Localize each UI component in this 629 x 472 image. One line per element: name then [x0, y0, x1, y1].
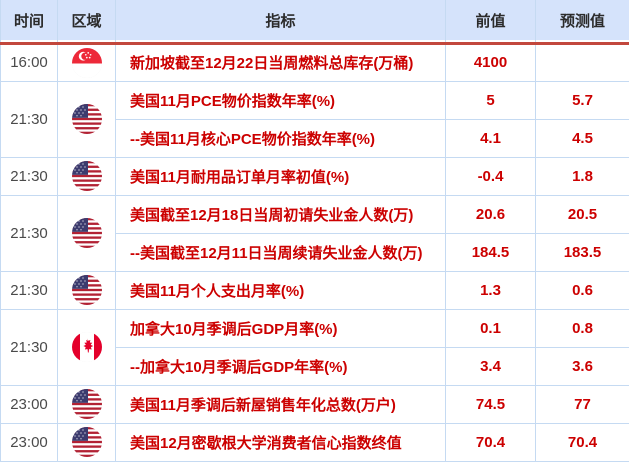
indicator-cell: 新加坡截至12月22日当周燃料总库存(万桶) — [115, 42, 446, 82]
indicator-cell: --美国11月核心PCE物价指数年率(%) — [115, 118, 446, 158]
united-states-flag-icon — [71, 275, 102, 305]
region-cell — [57, 270, 116, 310]
united-states-flag-icon — [71, 427, 102, 457]
calendar-table-body: 16:00 新加坡截至12月22日当周燃料总库存(万桶) 4100 21:30 美国11… — [0, 42, 629, 462]
united-states-flag-icon — [71, 218, 102, 248]
column-header-forecast: 预测值 — [535, 0, 629, 45]
economic-calendar-table: 时间 区域 指标 前值 预测值 16:00 新加坡截至12月22日当周燃料总库存(… — [0, 0, 629, 462]
table-row: 21:30 加拿大10月季调后GDP月率(%) 0.1 0.8 — [0, 308, 629, 386]
previous-value-cell: 20.6 — [445, 194, 536, 234]
previous-value-cell: 5 — [445, 80, 536, 120]
previous-value-cell: 74.5 — [445, 384, 536, 424]
united-states-flag-icon — [71, 389, 102, 419]
previous-value-cell: 1.3 — [445, 270, 536, 310]
canada-flag-icon — [71, 332, 102, 362]
column-header-previous: 前值 — [445, 0, 536, 45]
region-cell — [57, 194, 116, 272]
indicator-cell: 美国11月PCE物价指数年率(%) — [115, 80, 446, 120]
table-row: 21:30 美国11月耐用品订单月率初值(%) -0.4 1.8 — [0, 156, 629, 196]
region-cell — [57, 80, 116, 158]
forecast-value-cell: 3.6 — [535, 346, 629, 386]
time-cell: 21:30 — [0, 270, 58, 310]
table-row: --加拿大10月季调后GDP年率(%) 3.4 3.6 — [1, 346, 629, 386]
indicator-cell: 美国截至12月18日当周初请失业金人数(万) — [115, 194, 446, 234]
forecast-value-cell: 5.7 — [535, 80, 629, 120]
forecast-value-cell: 4.5 — [535, 118, 629, 158]
forecast-value-cell — [535, 42, 629, 82]
forecast-value-cell: 0.8 — [535, 308, 629, 348]
time-cell: 16:00 — [0, 42, 58, 82]
forecast-value-cell: 20.5 — [535, 194, 629, 234]
indicator-cell: 美国12月密歇根大学消费者信心指数终值 — [115, 422, 446, 462]
indicator-cell: --加拿大10月季调后GDP年率(%) — [115, 346, 446, 386]
previous-value-cell: 0.1 — [445, 308, 536, 348]
indicator-cell: --美国截至12月11日当周续请失业金人数(万) — [115, 232, 446, 272]
region-cell — [57, 156, 116, 196]
region-cell — [57, 422, 116, 462]
time-cell: 21:30 — [0, 308, 58, 386]
previous-value-cell: 4100 — [445, 42, 536, 82]
table-row: 21:30 美国截至12月18日当周初请失业金人数(万) 20.6 20.5 — [0, 194, 629, 272]
table-header-row: 时间 区域 指标 前值 预测值 — [0, 0, 629, 45]
table-row: 16:00 新加坡截至12月22日当周燃料总库存(万桶) 4100 — [0, 42, 629, 82]
forecast-value-cell: 77 — [535, 384, 629, 424]
indicator-cell: 美国11月个人支出月率(%) — [115, 270, 446, 310]
forecast-value-cell: 70.4 — [535, 422, 629, 462]
column-header-indicator: 指标 — [115, 0, 446, 45]
column-header-region: 区域 — [57, 0, 116, 45]
column-header-time: 时间 — [0, 0, 58, 45]
table-row: --美国11月核心PCE物价指数年率(%) 4.1 4.5 — [1, 118, 629, 158]
previous-value-cell: 4.1 — [445, 118, 536, 158]
previous-value-cell: 70.4 — [445, 422, 536, 462]
table-header: 时间 区域 指标 前值 预测值 — [0, 0, 629, 45]
time-cell: 23:00 — [0, 384, 58, 424]
forecast-value-cell: 0.6 — [535, 270, 629, 310]
previous-value-cell: -0.4 — [445, 156, 536, 196]
time-cell: 21:30 — [0, 156, 58, 196]
region-cell — [57, 384, 116, 424]
united-states-flag-icon — [71, 104, 102, 134]
forecast-value-cell: 1.8 — [535, 156, 629, 196]
time-cell: 21:30 — [0, 194, 58, 272]
previous-value-cell: 184.5 — [445, 232, 536, 272]
time-cell: 23:00 — [0, 422, 58, 462]
united-states-flag-icon — [71, 161, 102, 191]
previous-value-cell: 3.4 — [445, 346, 536, 386]
indicator-cell: 美国11月耐用品订单月率初值(%) — [115, 156, 446, 196]
region-cell — [57, 308, 116, 386]
table-row: 23:00 美国12月密歇根大学消费者信心指数终值 70.4 70.4 — [0, 422, 629, 462]
table-row: 23:00 美国11月季调后新屋销售年化总数(万户) 74.5 77 — [0, 384, 629, 424]
time-cell: 21:30 — [0, 80, 58, 158]
table-row: --美国截至12月11日当周续请失业金人数(万) 184.5 183.5 — [1, 232, 629, 272]
singapore-flag-icon — [71, 47, 102, 78]
table-row: 21:30 美国11月PCE物价指数年率(%) 5 5.7 — [0, 80, 629, 158]
indicator-cell: 美国11月季调后新屋销售年化总数(万户) — [115, 384, 446, 424]
indicator-cell: 加拿大10月季调后GDP月率(%) — [115, 308, 446, 348]
table-row: 21:30 美国11月个人支出月率(%) 1.3 0.6 — [0, 270, 629, 310]
forecast-value-cell: 183.5 — [535, 232, 629, 272]
region-cell — [57, 42, 116, 82]
